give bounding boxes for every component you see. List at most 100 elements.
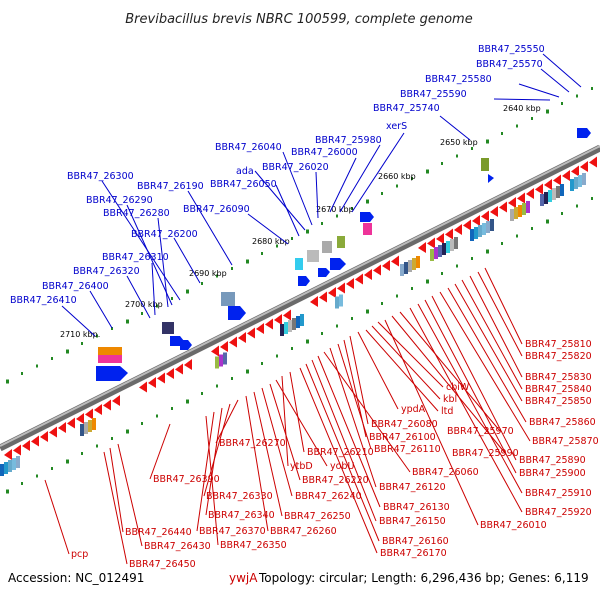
reverse-gene xyxy=(211,345,219,357)
gene-label: BBR47_26280 xyxy=(103,208,170,219)
gene-label: BBR47_25840 xyxy=(525,384,592,395)
reverse-gene xyxy=(571,165,579,177)
gene-label: BBR47_25550 xyxy=(478,44,545,55)
scale-tick xyxy=(321,332,323,335)
scale-tick xyxy=(66,349,69,354)
gene-label: BBR47_26170 xyxy=(380,548,447,559)
reverse-gene xyxy=(553,174,561,186)
reverse-gene xyxy=(166,368,174,379)
scale-tick xyxy=(486,139,489,144)
scale-tick xyxy=(426,169,429,174)
reverse-gene xyxy=(454,224,462,235)
gene-label: xerS xyxy=(386,121,407,132)
gene-label: ada xyxy=(236,166,254,177)
genome-title: Brevibacillus brevis NBRC 100599, comple… xyxy=(125,12,472,27)
scale-tick xyxy=(471,147,473,150)
scale-tick xyxy=(141,312,143,315)
feature-block xyxy=(339,294,343,307)
gene-label: BBR47_25900 xyxy=(519,468,586,479)
scale-tick xyxy=(396,294,398,298)
reverse-gene xyxy=(355,273,363,285)
feature-block xyxy=(296,316,300,328)
scale-tick xyxy=(201,282,203,285)
forward-gene xyxy=(577,128,591,138)
scale-tick xyxy=(291,347,293,350)
scale-tick xyxy=(531,117,533,120)
gene-label: BBR47_26110 xyxy=(374,444,441,455)
gene-label: BBR47_26290 xyxy=(86,195,153,206)
scale-tick xyxy=(51,357,53,360)
feature-block xyxy=(307,250,319,262)
feature-block xyxy=(450,239,454,251)
kbp-mark: 2700 kbp xyxy=(125,300,163,309)
reverse-gene xyxy=(184,359,192,370)
feature-block xyxy=(540,194,544,206)
gene-label: BBR47_26050 xyxy=(210,179,277,190)
scale-tick xyxy=(396,184,398,188)
feature-block xyxy=(560,184,564,196)
feature-block xyxy=(0,464,4,476)
feature-block xyxy=(335,296,339,309)
scale-tick xyxy=(366,309,369,314)
kbp-mark: 2690 kbp xyxy=(189,269,227,278)
scale-tick xyxy=(576,94,578,98)
reverse-gene xyxy=(526,188,534,199)
scale-tick xyxy=(246,259,249,264)
gene-label: BBR47_25830 xyxy=(525,372,592,383)
feature-block xyxy=(404,262,408,274)
kbp-mark: 2640 kbp xyxy=(503,104,541,113)
scale-tick xyxy=(36,474,38,478)
reverse-gene xyxy=(40,431,48,442)
gene-label: BBR47_26090 xyxy=(183,204,250,215)
gene-label: BBR47_25910 xyxy=(525,488,592,499)
scale-tick xyxy=(36,364,38,368)
reverse-gene xyxy=(373,264,381,276)
gene-label: BBR47_26100 xyxy=(369,432,436,443)
reverse-gene xyxy=(67,417,75,429)
kbp-mark: 2680 kbp xyxy=(252,237,290,246)
scale-tick xyxy=(306,229,309,234)
gene-label: BBR47_25970 xyxy=(447,426,514,437)
feature-block xyxy=(98,355,122,363)
feature-block xyxy=(400,264,404,276)
scale-tick xyxy=(561,212,563,215)
scale-tick xyxy=(66,459,69,464)
reverse-gene xyxy=(427,237,435,249)
gene-label: BBR47_26240 xyxy=(295,491,362,502)
gene-label: kbl xyxy=(443,394,457,405)
feature-block xyxy=(412,258,416,270)
scale-lines xyxy=(6,87,593,494)
scale-tick xyxy=(321,222,323,225)
feature-block xyxy=(544,192,548,204)
feature-block xyxy=(522,203,526,215)
gene-label: BBR47_26190 xyxy=(137,181,204,192)
gene-label: BBR47_26400 xyxy=(42,281,109,292)
scale-tick xyxy=(576,204,578,208)
scale-tick xyxy=(261,362,263,365)
reverse-gene xyxy=(589,156,597,168)
feature-block xyxy=(438,245,442,257)
gene-label: BBR47_26320 xyxy=(73,266,140,277)
scale-tick xyxy=(171,297,173,300)
gene-label: BBR47_26080 xyxy=(371,419,438,430)
scale-tick xyxy=(561,102,563,105)
reverse-gene xyxy=(481,210,489,222)
feature-block xyxy=(582,173,586,185)
reverse-labels: BBR47_25810 BBR47_25820 BBR47_25830 BBR4… xyxy=(71,339,599,570)
reverse-gene xyxy=(319,291,327,303)
feature-block xyxy=(162,322,174,334)
forward-labels: BBR47_25550 BBR47_25570 BBR47_25580 BBR4… xyxy=(10,44,545,306)
feature-block xyxy=(92,418,96,430)
reverse-gene xyxy=(139,381,147,393)
gene-label: ltd xyxy=(441,406,453,417)
feature-block xyxy=(578,175,582,187)
reverse-gene xyxy=(517,192,525,204)
gene-label: BBR47_25740 xyxy=(373,103,440,114)
scale-tick xyxy=(486,249,489,254)
feature-block xyxy=(446,241,450,253)
scale-tick xyxy=(591,87,593,90)
gene-label: BBR47_26120 xyxy=(379,482,446,493)
scale-tick xyxy=(201,392,203,395)
reverse-gene xyxy=(544,179,552,190)
gene-label: BBR47_25580 xyxy=(425,74,492,85)
